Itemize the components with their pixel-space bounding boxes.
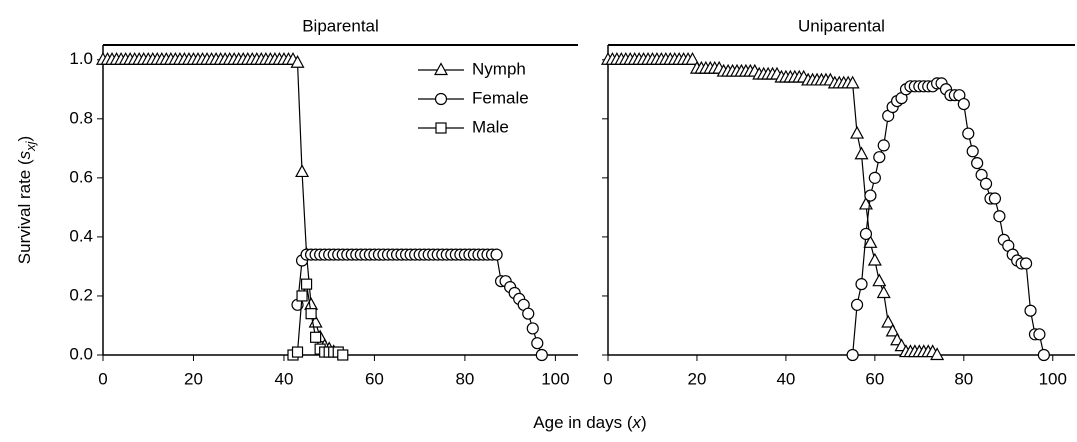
y-title-text: Survival rate ( (15, 159, 34, 264)
data-point (845, 75, 860, 89)
data-point (290, 54, 305, 68)
series-line (296, 254, 543, 356)
data-point (310, 331, 322, 343)
data-point (854, 146, 869, 160)
y-tick-label: 0.8 (69, 108, 93, 127)
data-point (971, 156, 984, 170)
data-point (966, 145, 979, 158)
data-point (867, 252, 882, 266)
legend-label: Female (472, 88, 529, 107)
x-tick-label: 60 (365, 369, 384, 388)
y-title-close: ) (15, 136, 34, 142)
x-tick-label: 20 (687, 369, 706, 388)
x-tick-label: 20 (184, 369, 203, 388)
data-point (873, 151, 886, 164)
x-tick-label: 40 (274, 369, 293, 388)
x-tick-label: 0 (98, 369, 107, 388)
data-point (855, 278, 868, 291)
legend-marker (434, 92, 448, 106)
data-point (1019, 257, 1033, 270)
data-point (863, 235, 878, 248)
data-point (876, 285, 891, 299)
legend-marker (433, 62, 449, 76)
data-point (846, 348, 859, 362)
y-title-var: s (15, 150, 34, 159)
data-point (864, 189, 877, 202)
y-title-sub: xj (23, 140, 38, 152)
data-point (300, 278, 313, 290)
data-point (1033, 328, 1046, 341)
data-point (1037, 348, 1050, 362)
x-axis-title: Age in days (x) (533, 413, 646, 432)
data-point (337, 349, 349, 361)
data-point (522, 307, 535, 320)
y-tick-label: 0.6 (69, 167, 93, 186)
legend-label: Male (472, 117, 509, 136)
x-tick-label: 100 (541, 369, 569, 388)
data-point (868, 171, 881, 184)
data-point (295, 164, 310, 178)
data-point (877, 139, 890, 152)
x-title-var: x (632, 413, 642, 432)
x-title-text: Age in days ( (533, 413, 633, 432)
data-point (1024, 304, 1037, 317)
panel-title: Uniparental (798, 16, 885, 35)
y-tick-label: 0.2 (69, 285, 93, 304)
data-point (962, 127, 975, 140)
data-point (979, 177, 993, 190)
data-point (872, 273, 887, 287)
data-point (685, 52, 700, 65)
data-point (850, 125, 865, 139)
x-tick-label: 100 (1039, 369, 1067, 388)
data-point (531, 337, 544, 350)
data-point (993, 210, 1006, 223)
data-point (859, 227, 873, 241)
data-point (526, 322, 539, 335)
y-tick-label: 1.0 (69, 49, 93, 68)
y-tick-label: 0.0 (69, 344, 93, 363)
x-tick-label: 80 (954, 369, 973, 388)
data-point (490, 248, 503, 261)
x-title-close: ) (641, 413, 647, 432)
x-tick-label: 60 (865, 369, 884, 388)
data-point (930, 347, 945, 361)
panel-title: Biparental (302, 16, 379, 35)
data-point (305, 308, 317, 320)
data-point (850, 298, 864, 311)
y-tick-label: 0.4 (69, 226, 93, 245)
data-point (535, 348, 548, 362)
legend-label: Nymph (472, 59, 526, 78)
x-tick-label: 0 (603, 369, 612, 388)
data-point (881, 314, 896, 328)
data-point (957, 97, 970, 111)
x-tick-label: 40 (776, 369, 795, 388)
legend-marker (435, 122, 447, 134)
y-axis-title: Survival rate (sxj) (15, 136, 38, 264)
data-point (885, 323, 900, 337)
data-point (296, 290, 308, 302)
data-point (291, 346, 304, 358)
x-tick-label: 80 (455, 369, 474, 388)
series-line (852, 82, 1045, 356)
data-point (988, 192, 1002, 205)
